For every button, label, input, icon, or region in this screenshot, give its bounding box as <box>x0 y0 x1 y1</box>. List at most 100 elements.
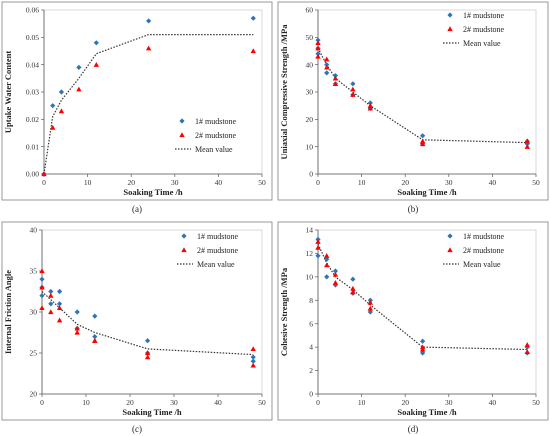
panel-d: 0 10 20 30 40 50 0 2 4 6 8 10 12 14 Soaking Time /h Coh… <box>277 221 549 434</box>
mudstone-2-point <box>144 350 151 356</box>
y-tick-label: 14 <box>306 226 314 235</box>
y-tick-label: 30 <box>306 88 314 97</box>
mudstone-1-point <box>420 338 426 344</box>
mudstone-2-point <box>56 305 63 311</box>
y-tick-label: 0 <box>309 170 313 179</box>
mudstone-2-point <box>524 143 530 149</box>
x-tick-label: 30 <box>445 178 453 187</box>
mudstone-1-point <box>92 313 98 319</box>
legend-label: 2# mudstone <box>463 246 505 255</box>
panel-caption: (d) <box>408 424 419 434</box>
mudstone-2-point <box>350 92 356 97</box>
legend-label: 1# mudstone <box>197 232 239 241</box>
y-tick-label: 50 <box>306 33 314 42</box>
x-tick-label: 20 <box>401 398 409 407</box>
legend-label: 2# mudstone <box>197 246 239 255</box>
mudstone-2-point <box>48 292 54 298</box>
x-tick-label: 50 <box>258 398 266 407</box>
mudstone-1-point <box>145 338 151 344</box>
panel-caption: (b) <box>408 204 419 214</box>
x-tick-label: 50 <box>258 178 266 187</box>
mudstone-1-point <box>350 81 356 87</box>
x-tick-label: 10 <box>84 178 92 187</box>
mudstone-2-point <box>315 40 321 45</box>
x-tick-label: 0 <box>40 398 44 407</box>
mudstone-2-point <box>367 105 374 111</box>
y-tick-label: 10 <box>306 142 314 151</box>
y-tick-label: 8 <box>309 296 313 305</box>
mean-value-line <box>41 291 254 356</box>
mudstone-2-point <box>419 141 426 147</box>
y-tick-label: 4 <box>309 343 313 352</box>
mudstone-2-point <box>250 362 256 368</box>
x-tick-label: 0 <box>42 178 46 187</box>
mudstone-2-point <box>76 86 82 92</box>
mudstone-2-point <box>50 124 56 130</box>
x-axis-label: Soaking Time /h <box>397 407 456 417</box>
mudstone-2-point <box>92 338 98 343</box>
mudstone-1-point <box>92 334 98 340</box>
legend-triangle-marker <box>179 132 185 138</box>
legend-label: 1# mudstone <box>463 11 505 20</box>
mudstone-1-point <box>39 293 45 299</box>
mudstone-1-point <box>324 256 330 262</box>
x-tick-label: 40 <box>214 398 222 407</box>
y-tick-label: 6 <box>309 319 313 328</box>
legend-label: Mean value <box>197 260 235 269</box>
legend-diamond-marker <box>447 12 453 18</box>
y-tick-label: 12 <box>306 249 314 258</box>
mudstone-2-point <box>93 61 100 67</box>
mudstone-2-point <box>524 349 530 354</box>
legend-triangle-marker <box>447 26 453 32</box>
x-tick-label: 40 <box>489 178 497 187</box>
x-tick-label: 30 <box>171 178 179 187</box>
x-tick-label: 10 <box>358 398 366 407</box>
mudstone-2-point <box>324 64 330 70</box>
mudstone-2-point <box>39 268 45 274</box>
mudstone-1-point <box>324 70 330 76</box>
mudstone-2-point <box>315 244 321 250</box>
legend: 1# mudstone 2# mudstone Mean value <box>443 11 505 48</box>
y-tick-label: 35 <box>30 267 38 276</box>
mudstone-2-point <box>350 86 356 92</box>
mudstone-2-point <box>350 285 356 291</box>
mudstone-2-point <box>419 346 426 352</box>
mudstone-2-point <box>315 45 321 51</box>
y-axis-label: Uptake Water Content <box>3 51 13 133</box>
mudstone-1-point <box>57 288 63 295</box>
mudstone-2-point <box>74 325 80 331</box>
mudstone-2-point <box>39 305 45 311</box>
mudstone-2-point <box>324 253 330 258</box>
mudstone-2-point <box>324 56 330 62</box>
mean-value-line <box>43 33 254 175</box>
x-tick-label: 50 <box>532 178 540 187</box>
mudstone-2-point <box>332 280 339 285</box>
y-tick-label: 0 <box>309 390 313 399</box>
mudstone-2-point <box>324 262 330 268</box>
mudstone-1-point <box>367 100 373 106</box>
y-tick-label: 0.03 <box>26 88 39 97</box>
legend-diamond-marker <box>179 118 185 124</box>
legend-diamond-marker <box>181 233 187 239</box>
legend-label: Mean value <box>463 260 501 269</box>
mudstone-2-point <box>419 138 426 144</box>
mudstone-2-point <box>144 354 151 360</box>
legend-label: 2# mudstone <box>195 131 237 140</box>
mudstone-1-point <box>332 268 339 274</box>
mudstone-1-point <box>250 358 256 364</box>
mudstone-2-point <box>524 138 530 144</box>
y-tick-label: 60 <box>306 6 314 15</box>
mudstone-1-point <box>324 62 330 68</box>
panel-caption: (a) <box>132 204 142 214</box>
mudstone-2-point <box>350 289 356 295</box>
mudstone-2-point <box>74 329 80 335</box>
y-tick-label: 0.01 <box>26 142 39 151</box>
plot-area <box>317 9 537 175</box>
legend-triangle-marker <box>447 247 453 253</box>
y-tick-label: 25 <box>30 349 38 358</box>
mudstone-2-point <box>48 309 54 315</box>
legend-label: 1# mudstone <box>463 232 505 241</box>
mudstone-2-point <box>39 284 45 290</box>
mudstone-2-point <box>367 102 374 108</box>
x-tick-label: 20 <box>401 178 409 187</box>
